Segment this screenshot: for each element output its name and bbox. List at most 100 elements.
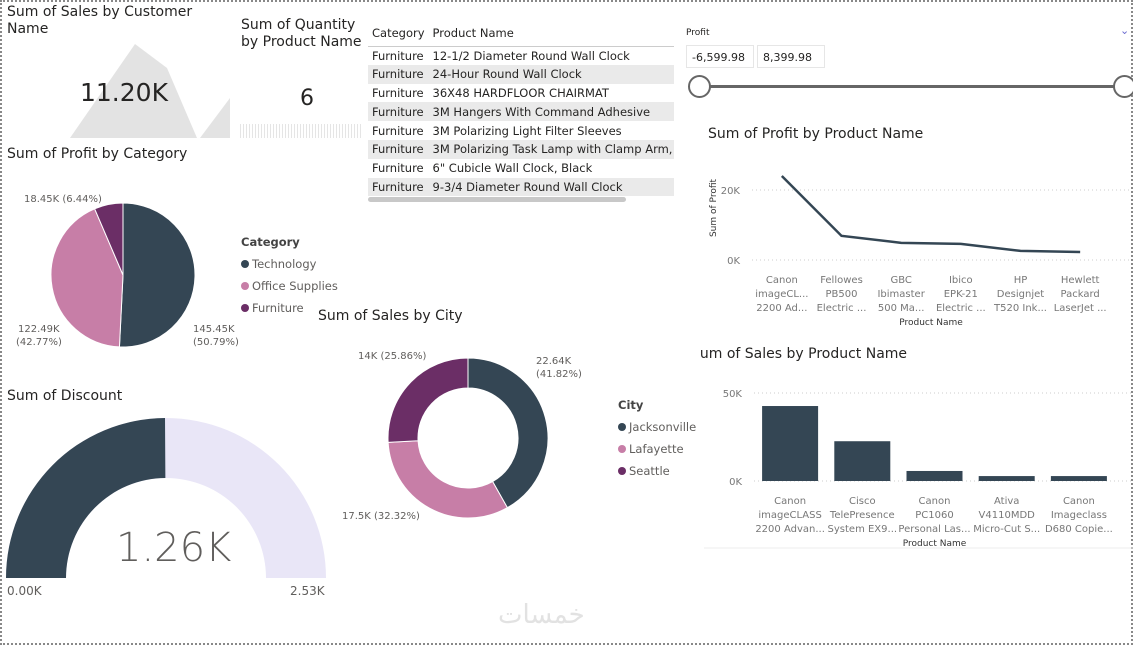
legend-dot <box>241 260 249 268</box>
gauge-fill <box>5 418 166 578</box>
data-label: (50.79%) <box>193 337 239 348</box>
pie-slice-seattle[interactable] <box>387 357 469 443</box>
table-row[interactable]: Furniture 9-3/4 Diameter Round Wall Clock <box>368 177 674 197</box>
legend-item-jacksonville[interactable]: Jacksonville <box>618 420 696 434</box>
x-tick-label: GBC <box>890 275 911 286</box>
category-cell: Furniture <box>368 102 429 122</box>
x-tick-label: PB500 <box>826 289 858 300</box>
gauge-min: 0.00K <box>7 584 42 598</box>
legend-item-furniture[interactable]: Furniture <box>241 301 338 315</box>
legend-item-technology[interactable]: Technology <box>241 257 338 271</box>
table-row[interactable]: Furniture 3M Hangers With Command Adhesiv… <box>368 102 674 122</box>
x-tick-label: Electric ... <box>936 303 986 314</box>
slider-track[interactable] <box>699 85 1124 88</box>
pie-slice-technology[interactable] <box>118 202 196 348</box>
x-tick-label: Cisco <box>849 496 876 507</box>
product-cell: 3M Hangers With Command Adhesive <box>428 102 674 122</box>
category-cell: Furniture <box>372 161 424 176</box>
x-tick-label: HP <box>1014 275 1028 286</box>
x-tick-label: Electric ... <box>817 303 867 314</box>
product-cell: 9-3/4 Diameter Round Wall Clock <box>428 177 674 197</box>
gauge-max: 2.53K <box>290 584 325 598</box>
bar-1[interactable] <box>834 441 891 481</box>
x-tick-label: LaserJet ... <box>1054 303 1107 314</box>
sales-customer-card[interactable]: Sum of Sales by Customer Name <box>7 4 232 38</box>
sales-customer-value: 11.20K <box>80 78 168 107</box>
slicer-min-input[interactable]: -6,599.98 <box>686 45 754 68</box>
slicer-max-input[interactable]: 8,399.98 <box>757 45 825 68</box>
x-axis-label: Product Name <box>903 539 967 549</box>
legend-dot <box>241 282 249 290</box>
legend-label: Jacksonville <box>629 420 697 434</box>
pie-slice-jacksonville[interactable] <box>467 357 549 509</box>
column-header-product[interactable]: Product Name <box>432 25 514 40</box>
x-tick-label: 2200 Ad... <box>756 303 807 314</box>
bar-chart-title: Sum of Sales by Product Name <box>700 346 908 362</box>
product-cell: 6" Cubicle Wall Clock, Black <box>432 161 593 176</box>
category-cell: Furniture <box>372 123 424 138</box>
legend-label: Technology <box>252 257 317 271</box>
x-tick-label: System EX9... <box>828 524 898 535</box>
legend-item-seattle[interactable]: Seattle <box>618 464 696 478</box>
x-tick-label: Canon <box>919 496 951 507</box>
x-tick-label: Canon <box>1063 496 1095 507</box>
data-label: 122.49K <box>18 324 60 335</box>
pie-legend: Category Technology Office Supplies Furn… <box>241 235 338 323</box>
slider-max-handle[interactable] <box>1113 75 1133 98</box>
discount-gauge[interactable] <box>0 410 335 585</box>
bar-3[interactable] <box>978 476 1035 481</box>
bar-4[interactable] <box>1050 476 1107 481</box>
data-label: 145.45K <box>193 324 235 335</box>
gauge-value: 1.26K <box>116 525 232 571</box>
x-tick-label: Canon <box>766 275 798 286</box>
y-tick-label: 0K <box>727 256 740 267</box>
table-row[interactable]: Furniture 24-Hour Round Wall Clock <box>368 64 674 84</box>
sales-city-donut[interactable]: 22.64K (41.82%) 17.5K (32.32%) 14K (25.8… <box>330 340 590 530</box>
category-cell: Furniture <box>368 64 429 84</box>
product-table[interactable]: Category Product Name Furniture 12-1/2 Dia… <box>368 20 674 205</box>
profit-category-pie[interactable]: 18.45K (6.44%) 145.45K (50.79%) 122.49K … <box>0 170 240 360</box>
product-cell: 3M Polarizing Task Lamp with Clamp Arm, … <box>428 139 674 159</box>
category-cell: Furniture <box>372 48 424 63</box>
table-row[interactable]: Furniture 6" Cubicle Wall Clock, Black <box>368 159 674 178</box>
quantity-value: 6 <box>300 86 314 111</box>
pie-slice-office-supplies[interactable] <box>50 208 124 348</box>
watermark-logo: خمسات <box>498 600 585 630</box>
legend-dot <box>618 423 626 431</box>
pie-slice-lafayette[interactable] <box>387 440 509 519</box>
x-tick-label: Ativa <box>994 496 1019 507</box>
x-tick-label: Packard <box>1061 289 1100 300</box>
column-header-category[interactable]: Category <box>372 25 425 40</box>
x-tick-label: Micro-Cut S... <box>973 524 1040 535</box>
table-row[interactable]: Furniture 3M Polarizing Task Lamp with Cl… <box>368 139 674 159</box>
category-cell: Furniture <box>372 85 424 100</box>
product-cell: 12-1/2 Diameter Round Wall Clock <box>432 48 630 63</box>
slider-min-handle[interactable] <box>688 75 711 98</box>
x-tick-label: V4110MDD <box>979 510 1036 521</box>
legend-label: Office Supplies <box>252 279 338 293</box>
legend-item-lafayette[interactable]: Lafayette <box>618 442 696 456</box>
legend-label: Furniture <box>252 301 304 315</box>
x-tick-label: T520 Ink... <box>993 303 1047 314</box>
sales-product-bar-chart[interactable]: 0K 50K Canon imageCLASS 2200 Advan... Cisco Te… <box>690 375 1133 550</box>
table-scrollbar[interactable] <box>368 197 626 202</box>
quantity-sparkline <box>240 124 362 138</box>
bar-0[interactable] <box>762 406 819 481</box>
profit-product-line-chart[interactable]: 0K 20K Canon imageCL... 2200 Ad... Fellowes PB… <box>690 160 1133 340</box>
card-title: Sum of Sales by Customer Name <box>7 4 193 37</box>
pie-slice-furniture[interactable] <box>93 202 124 276</box>
product-cell: 24-Hour Round Wall Clock <box>428 64 674 84</box>
product-cell: 36X48 HARDFLOOR CHAIRMAT <box>432 85 609 100</box>
chevron-down-icon[interactable]: ⌄ <box>1120 24 1130 37</box>
table-row[interactable]: Furniture 12-1/2 Diameter Round Wall Cloc… <box>368 46 674 65</box>
x-tick-label: TelePresence <box>829 510 895 521</box>
bar-2[interactable] <box>906 470 963 481</box>
legend-label: Seattle <box>629 464 670 478</box>
table-row[interactable]: Furniture 3M Polarizing Light Filter Slee… <box>368 121 674 140</box>
donut-title: Sum of Sales by City <box>318 308 463 324</box>
table-row[interactable]: Furniture 36X48 HARDFLOOR CHAIRMAT <box>368 84 674 103</box>
slicer-label: Profit <box>686 28 710 38</box>
legend-label: Lafayette <box>629 442 684 456</box>
legend-item-office-supplies[interactable]: Office Supplies <box>241 279 338 293</box>
